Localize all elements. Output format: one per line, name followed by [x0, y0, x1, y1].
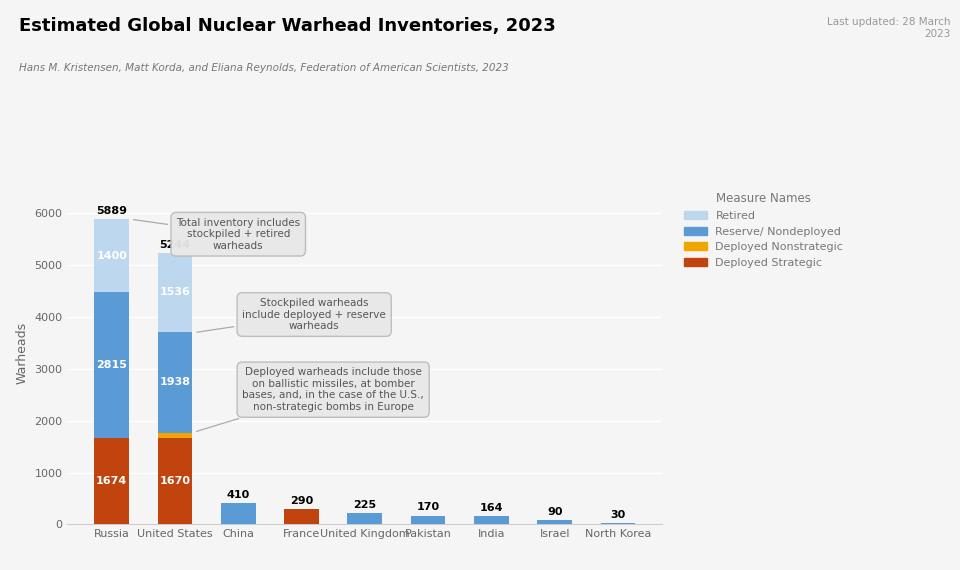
Bar	[538, 520, 572, 524]
Text: Hans M. Kristensen, Matt Korda, and Eliana Reynolds, Federation of American Scie: Hans M. Kristensen, Matt Korda, and Elia…	[19, 63, 509, 73]
Text: 1536: 1536	[159, 287, 190, 298]
Bar	[157, 332, 192, 433]
Text: Estimated Global Nuclear Warhead Inventories, 2023: Estimated Global Nuclear Warhead Invento…	[19, 17, 556, 35]
Text: 2815: 2815	[96, 360, 127, 370]
Text: 1938: 1938	[159, 377, 190, 388]
Bar	[94, 219, 129, 292]
Legend: Retired, Reserve/ Nondeployed, Deployed Nonstrategic, Deployed Strategic: Retired, Reserve/ Nondeployed, Deployed …	[680, 188, 848, 272]
Bar	[284, 510, 319, 524]
Text: 170: 170	[417, 503, 440, 512]
Bar	[94, 292, 129, 438]
Y-axis label: Warheads: Warheads	[15, 323, 29, 384]
Text: 5889: 5889	[96, 206, 127, 216]
Text: 90: 90	[547, 507, 563, 516]
Bar	[157, 433, 192, 438]
Bar	[157, 438, 192, 524]
Bar	[221, 503, 255, 524]
Bar	[474, 516, 509, 524]
Bar	[157, 253, 192, 332]
Text: 1400: 1400	[96, 251, 127, 260]
Text: 30: 30	[611, 510, 626, 520]
Text: 410: 410	[227, 490, 250, 500]
Text: 225: 225	[353, 500, 376, 510]
Text: 1670: 1670	[159, 476, 190, 486]
Text: 1674: 1674	[96, 476, 128, 486]
Bar	[348, 513, 382, 524]
Text: 290: 290	[290, 496, 313, 506]
Text: Deployed warheads include those
on ballistic missiles, at bomber
bases, and, in : Deployed warheads include those on balli…	[197, 367, 424, 431]
Text: 164: 164	[480, 503, 503, 513]
Text: 5244: 5244	[159, 239, 190, 250]
Bar	[94, 438, 129, 524]
Text: Total inventory includes
stockpiled + retired
warheads: Total inventory includes stockpiled + re…	[133, 218, 300, 251]
Bar	[411, 516, 445, 524]
Text: Last updated: 28 March
2023: Last updated: 28 March 2023	[827, 17, 950, 39]
Bar	[601, 523, 636, 524]
Text: Stockpiled warheads
include deployed + reserve
warheads: Stockpiled warheads include deployed + r…	[197, 298, 386, 332]
